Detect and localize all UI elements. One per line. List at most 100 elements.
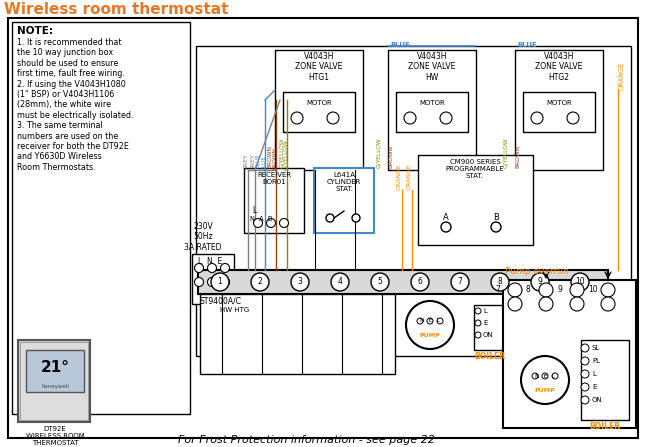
Circle shape (581, 383, 589, 391)
Text: V4043H
ZONE VALVE
HTG2: V4043H ZONE VALVE HTG2 (535, 52, 582, 82)
Circle shape (326, 214, 334, 222)
Text: BLUE: BLUE (261, 155, 266, 170)
Bar (12, 22, 190, 414)
Bar (26, 350, 84, 392)
Text: ORANGE: ORANGE (407, 163, 412, 190)
Text: PUMP: PUMP (420, 333, 441, 338)
Text: 10: 10 (575, 278, 585, 287)
Text: N  E  L: N E L (535, 374, 555, 379)
Text: MOTOR: MOTOR (546, 100, 572, 106)
Circle shape (581, 357, 589, 365)
Text: PUMP: PUMP (535, 388, 555, 393)
Text: ORANGE: ORANGE (397, 163, 402, 190)
Circle shape (331, 273, 349, 291)
Circle shape (404, 112, 416, 124)
Circle shape (475, 320, 481, 326)
Circle shape (427, 318, 433, 324)
Bar (200, 294, 395, 374)
Circle shape (441, 222, 451, 232)
Text: BOILER: BOILER (590, 422, 620, 431)
Text: ORANGE: ORANGE (619, 62, 625, 90)
Bar (192, 254, 234, 304)
Circle shape (266, 219, 275, 228)
Bar (314, 168, 374, 233)
Text: 4: 4 (337, 278, 342, 287)
Text: G/YELLOW: G/YELLOW (503, 138, 508, 168)
Circle shape (475, 332, 481, 338)
Text: honeywell: honeywell (41, 384, 69, 389)
Circle shape (491, 273, 509, 291)
Circle shape (208, 278, 217, 287)
Bar (20, 342, 88, 420)
Text: A: A (443, 213, 449, 222)
Circle shape (532, 373, 538, 379)
Circle shape (211, 273, 229, 291)
Bar (275, 50, 363, 170)
Text: PL: PL (592, 358, 600, 364)
Circle shape (440, 112, 452, 124)
Text: GREY: GREY (251, 153, 256, 170)
Text: BROWN: BROWN (272, 147, 277, 170)
Circle shape (195, 263, 204, 273)
Text: 5: 5 (377, 278, 382, 287)
Circle shape (221, 278, 230, 287)
Bar (581, 340, 629, 420)
Text: L: L (483, 308, 487, 314)
Text: ST9400A/C: ST9400A/C (200, 297, 242, 306)
Text: 21°: 21° (41, 360, 70, 375)
Circle shape (508, 283, 522, 297)
Text: For Frost Protection information - see page 22: For Frost Protection information - see p… (179, 435, 435, 445)
Text: RECEIVER
BOR01: RECEIVER BOR01 (257, 172, 291, 185)
Bar (196, 46, 631, 356)
Text: 230V
50Hz
3A RATED: 230V 50Hz 3A RATED (184, 222, 222, 252)
Text: CM900 SERIES
PROGRAMMABLE
STAT.: CM900 SERIES PROGRAMMABLE STAT. (446, 159, 504, 179)
Text: BROWN: BROWN (267, 145, 272, 168)
Text: MOTOR: MOTOR (419, 100, 445, 106)
Circle shape (475, 308, 481, 314)
Text: GREY: GREY (244, 153, 249, 170)
Circle shape (291, 112, 303, 124)
Text: 8: 8 (526, 285, 531, 294)
Text: 8: 8 (498, 278, 502, 287)
Text: 3: 3 (297, 278, 303, 287)
Text: L: L (252, 206, 256, 215)
Bar (474, 305, 506, 350)
Bar (283, 92, 355, 132)
Text: 6: 6 (417, 278, 422, 287)
Text: ON: ON (592, 397, 602, 403)
Bar (198, 270, 608, 294)
Text: 7: 7 (457, 278, 462, 287)
Circle shape (195, 278, 204, 287)
Text: G/YELLOW: G/YELLOW (376, 138, 381, 168)
Circle shape (406, 301, 454, 349)
Bar (396, 92, 468, 132)
Text: 9: 9 (557, 285, 562, 294)
Text: NOTE:: NOTE: (17, 26, 53, 36)
Circle shape (508, 297, 522, 311)
Bar (515, 50, 603, 170)
Text: E: E (483, 320, 488, 326)
Text: L  N  E: L N E (198, 257, 223, 266)
Text: E: E (592, 384, 597, 390)
Circle shape (208, 263, 217, 273)
Bar (18, 340, 90, 422)
Circle shape (531, 273, 549, 291)
Text: L641A
CYLINDER
STAT.: L641A CYLINDER STAT. (327, 172, 361, 192)
Text: BROWN: BROWN (388, 145, 393, 168)
Circle shape (491, 222, 501, 232)
Circle shape (571, 273, 589, 291)
Circle shape (451, 273, 469, 291)
Circle shape (581, 344, 589, 352)
Text: 2: 2 (257, 278, 263, 287)
Text: 1. It is recommended that
the 10 way junction box
should be used to ensure
first: 1. It is recommended that the 10 way jun… (17, 38, 134, 172)
Text: 10: 10 (588, 285, 598, 294)
Text: 9: 9 (537, 278, 542, 287)
Circle shape (567, 112, 579, 124)
Circle shape (221, 263, 230, 273)
Circle shape (539, 283, 553, 297)
Text: BLUE: BLUE (255, 153, 260, 168)
Text: MOTOR: MOTOR (306, 100, 332, 106)
Text: SL: SL (592, 345, 600, 351)
Circle shape (371, 273, 389, 291)
Circle shape (601, 283, 615, 297)
